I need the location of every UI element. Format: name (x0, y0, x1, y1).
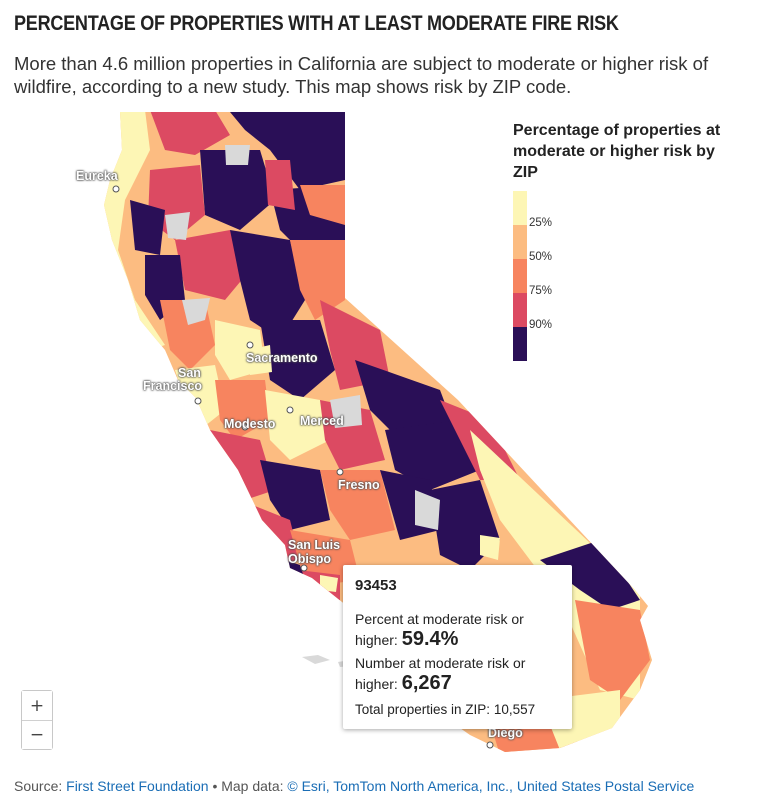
city-label-san-francisco-line2: Francisco (143, 379, 203, 393)
zip-region (175, 365, 225, 430)
zip-region (230, 230, 305, 340)
zoom-in-button[interactable]: + (22, 691, 52, 720)
popup-percent-block: Percent at moderate risk or higher: 59.4… (355, 609, 565, 650)
popup-number-label: Number at moderate risk or (355, 655, 526, 671)
zip-region (130, 200, 165, 255)
legend-swatch-50-75 (513, 259, 527, 293)
popup-total-value: 10,557 (493, 702, 536, 717)
zip-region (330, 395, 362, 428)
popup-number-value: 6,267 (401, 672, 452, 694)
legend-tick-25: 25% (529, 217, 553, 229)
map-legend: Percentage of properties at moderate or … (513, 120, 743, 361)
city-label-fresno: Fresno (338, 478, 380, 492)
zoom-out-button[interactable]: − (22, 720, 52, 749)
popup-percent-label-cont: higher: (355, 632, 398, 648)
zip-region (300, 185, 345, 225)
zip-region (575, 600, 650, 700)
popup-percent-label: Percent at moderate risk or (355, 611, 524, 627)
zip-region (260, 320, 335, 400)
zip-region (215, 380, 270, 440)
city-label-san-francisco-line1: San (178, 366, 201, 380)
zoom-control: + − (21, 690, 53, 750)
legend-tick-75: 75% (529, 285, 553, 297)
source-provider-link[interactable]: First Street Foundation (66, 778, 209, 794)
zip-region (225, 145, 250, 165)
zip-regions[interactable] (100, 110, 650, 755)
popup-percent-value: 59.4% (401, 628, 459, 650)
zip-region (320, 470, 395, 540)
zip-region (300, 600, 340, 640)
zip-region (248, 345, 272, 375)
city-label-san-luis-obispo-line2: Obispo (288, 552, 332, 566)
legend-scale: 25% 50% 75% 90% (513, 191, 743, 361)
legend-tick-50: 50% (529, 251, 553, 263)
zip-region (230, 112, 345, 190)
city-label-eureka: Eureka (76, 169, 118, 183)
city-label-merced: Merced (300, 414, 344, 428)
zip-region (385, 420, 480, 490)
source-prefix: Source: (14, 778, 63, 794)
popup-number-block: Number at moderate risk or higher: 6,267 (355, 653, 565, 694)
zip-region (210, 430, 275, 500)
city-label-san-diego: Diego (488, 726, 523, 740)
zip-region (150, 112, 230, 155)
legend-swatch-90-100 (513, 327, 527, 361)
zip-region (265, 390, 330, 460)
city-label-san-luis-obispo-line1: San Luis (288, 538, 341, 552)
zip-region (290, 240, 345, 320)
zip-region (182, 298, 210, 325)
popup-zip-code: 93453 (355, 577, 397, 594)
legend-tick-90: 90% (529, 319, 553, 331)
zip-region (200, 150, 275, 230)
legend-swatch-75-90 (513, 293, 527, 327)
legend-title: Percentage of properties at moderate or … (513, 122, 721, 181)
popup-total: Total properties in ZIP: 10,557 (355, 702, 535, 717)
zip-region (175, 230, 250, 300)
zip-region (415, 490, 440, 530)
page-title: PERCENTAGE OF PROPERTIES WITH AT LEAST M… (14, 12, 619, 35)
zip-region (480, 535, 500, 560)
map-data-link[interactable]: © Esri, TomTom North America, Inc., Unit… (287, 778, 695, 794)
zip-region (104, 112, 165, 350)
zip-region (320, 575, 338, 592)
zip-region (540, 540, 640, 610)
zip-info-popup: 93453 Percent at moderate risk or higher… (343, 565, 572, 729)
source-separator: • Map data: (212, 778, 284, 794)
city-label-sacramento: Sacramento (246, 351, 318, 365)
legend-swatch-0-25 (513, 191, 527, 225)
popup-number-label-cont: higher: (355, 676, 398, 692)
zip-region (260, 460, 330, 530)
legend-swatch-25-50 (513, 225, 527, 259)
zip-region (165, 212, 190, 240)
source-credit: Source: First Street Foundation • Map da… (14, 778, 694, 794)
popup-total-label: Total properties in ZIP: (355, 702, 491, 717)
city-markers (112, 185, 494, 749)
zip-region (355, 360, 455, 440)
city-label-modesto: Modesto (224, 417, 276, 431)
zip-region (265, 160, 295, 210)
page-subtitle: More than 4.6 million properties in Cali… (14, 53, 709, 97)
